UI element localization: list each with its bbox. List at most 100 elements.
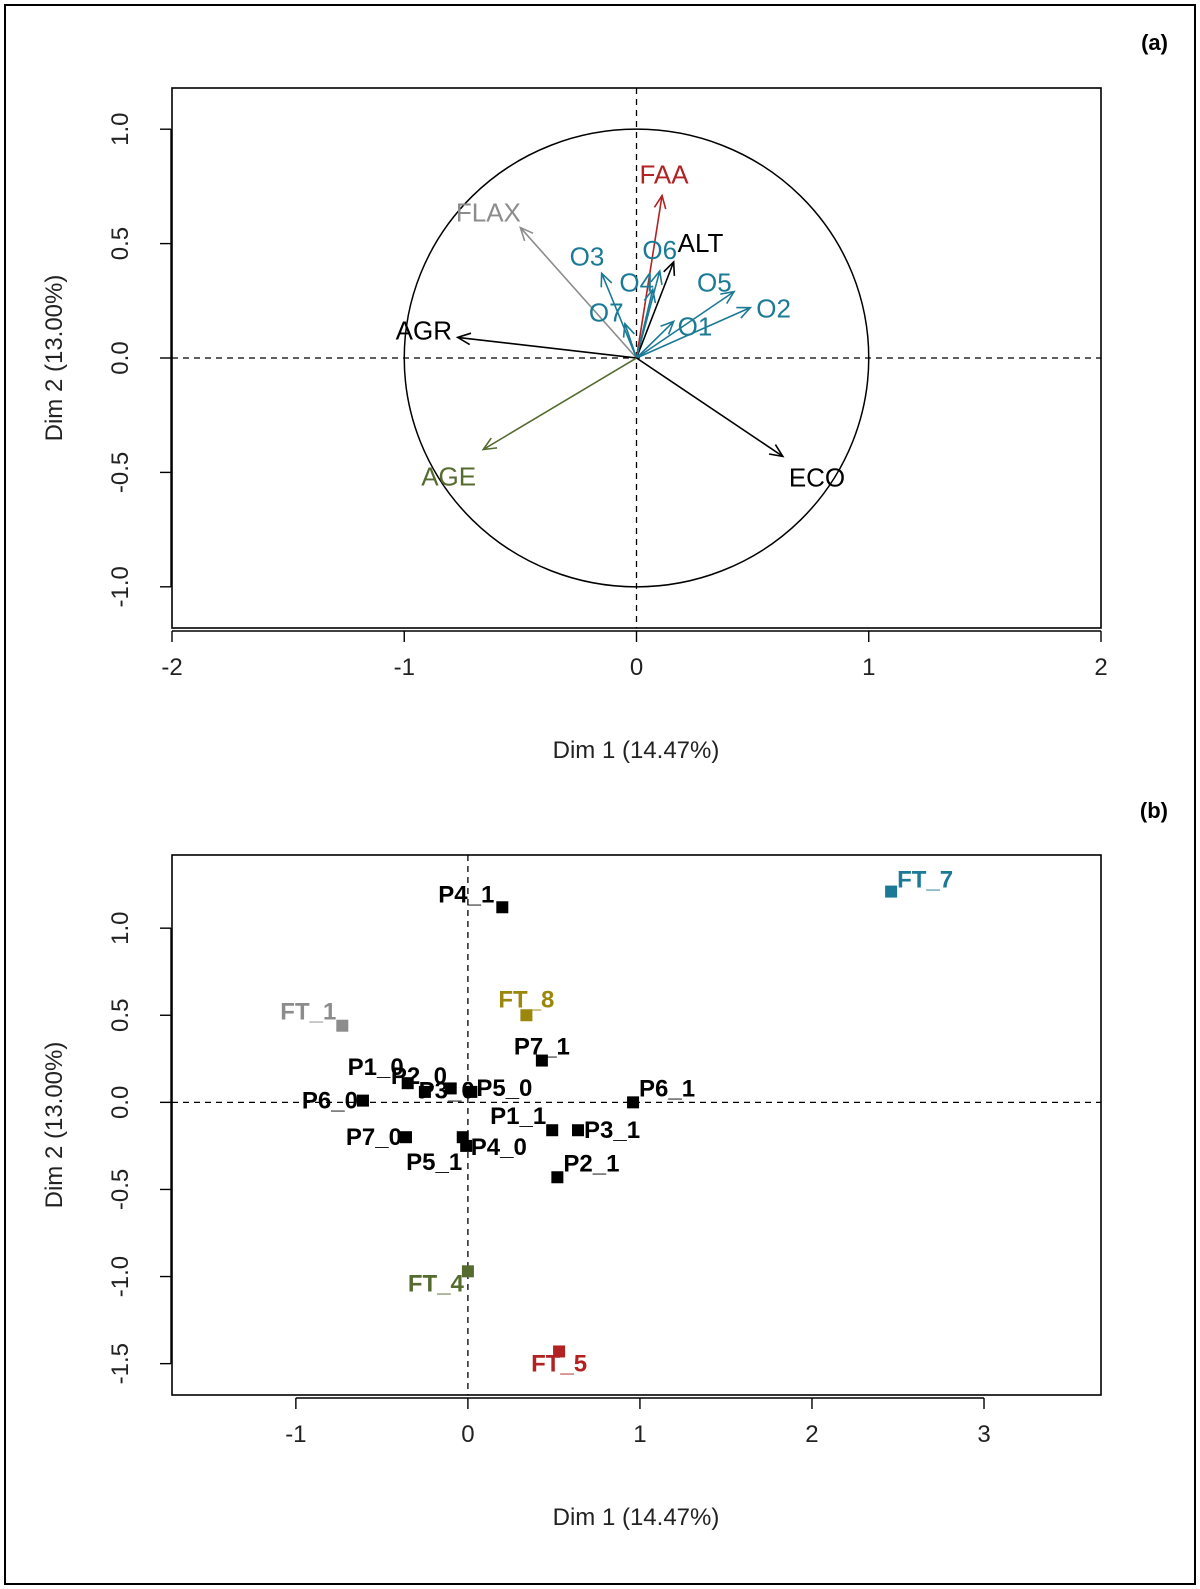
arrow-label-o7: O7 (589, 298, 624, 328)
point-ft-7 (885, 885, 898, 898)
arrow-o5 (636, 290, 736, 359)
panel-b-points (336, 885, 898, 1358)
arrow-agr (455, 332, 637, 359)
arrow-label-o6: O6 (642, 235, 677, 265)
point-p1-0 (401, 1077, 414, 1090)
panel-b-y-tick-label: -1.0 (107, 1256, 134, 1297)
panel-a-x-tick-label: -1 (394, 654, 415, 681)
point-label-p7-1: P7_1 (514, 1034, 570, 1061)
point-label-p3-1: P3_1 (584, 1117, 640, 1144)
arrow-flax-head (519, 226, 534, 242)
point-label-ft-7: FT_7 (897, 867, 953, 894)
arrow-o5-shaft (636, 290, 735, 359)
arrow-flax-shaft (519, 227, 638, 359)
arrow-label-o2: O2 (756, 294, 791, 324)
panel-a-arrows (455, 193, 785, 458)
panel-b-y-tick-label: 1.0 (107, 911, 134, 944)
point-p6-0 (356, 1094, 369, 1107)
panel-b-x-axis-title: Dim 1 (14.47%) (553, 1504, 720, 1531)
arrow-label-o4: O4 (619, 267, 654, 297)
arrow-faa (635, 193, 667, 359)
arrow-agr-shaft (457, 336, 637, 359)
arrow-label-agr: AGR (396, 315, 452, 345)
panel-a-x-tick-label: 1 (862, 654, 875, 681)
point-label-p4-1: P4_1 (438, 881, 494, 908)
panel-a-axes: -2 -1 0 1 2 -1.0 -0.5 0.0 0.5 1.0 (107, 112, 1108, 681)
panel-a-correlation-circle (403, 128, 870, 588)
arrow-age (481, 357, 637, 451)
point-label-ft-1: FT_1 (280, 999, 336, 1026)
point-label-p5-0: P5_0 (476, 1075, 532, 1102)
arrow-o5-head (720, 290, 736, 304)
arrow-faa-shaft (635, 195, 663, 359)
panel-a-variables-map: (a) -2 -1 0 1 2 -1.0 -0.5 0.0 0.5 1.0 FAA FLAX O3 O6… (41, 30, 1168, 764)
arrow-o7-shaft (624, 323, 638, 359)
arrow-o1 (635, 320, 676, 359)
panel-b-individuals-map: (b) -1 0 1 2 3 -1.5 -1.0 -0.5 0.0 0.5 1.0 FT_7 P4_1… (41, 798, 1168, 1531)
arrow-eco-head (768, 444, 785, 458)
panel-b-y-tick-label: 0.0 (107, 1086, 134, 1119)
panel-b-x-tick-label: 3 (977, 1421, 990, 1448)
arrow-eco-shaft (636, 357, 784, 458)
point-label-p5-1: P5_1 (406, 1149, 462, 1176)
panel-b-x-tick-label: 0 (461, 1421, 474, 1448)
figure-border (4, 4, 1196, 1585)
point-ft-8 (520, 1009, 533, 1022)
arrow-o2-shaft (636, 306, 751, 359)
panel-b-x-tick-label: -1 (285, 1421, 306, 1448)
point-label-p3-0: P3_0 (419, 1077, 475, 1104)
panel-a-y-axis-title: Dim 2 (13.00%) (41, 275, 68, 442)
panel-b-plot-frame (171, 854, 1102, 1396)
panel-b-y-tick-label: -1.5 (107, 1343, 134, 1384)
arrow-alt-shaft (635, 261, 675, 359)
point-label-ft-8: FT_8 (498, 986, 554, 1013)
arrow-o3 (600, 271, 638, 359)
point-label-ft-5: FT_5 (531, 1350, 587, 1377)
panel-a-y-tick-label: 0.5 (107, 227, 134, 260)
panel-a-x-tick-label: -2 (161, 654, 182, 681)
arrow-o3-shaft (600, 273, 638, 359)
point-label-p2-1: P2_1 (563, 1150, 619, 1177)
point-label-p2-0: P2_0 (391, 1063, 447, 1090)
point-ft-1 (336, 1019, 349, 1032)
panel-a-y-tick-label: 1.0 (107, 112, 134, 145)
point-label-p1-1: P1_1 (490, 1103, 546, 1130)
arrow-o6-head (650, 269, 663, 286)
point-label-p7-0: P7_0 (346, 1124, 402, 1151)
panel-a-y-tick-label: 0.0 (107, 341, 134, 374)
panel-b-y-axis-title: Dim 2 (13.00%) (41, 1042, 68, 1209)
point-p3-0 (444, 1082, 457, 1095)
arrow-o4-head (643, 287, 657, 304)
point-p5-0 (465, 1085, 478, 1098)
arrow-alt-head (663, 260, 676, 276)
arrow-alt (635, 260, 676, 359)
point-label-p4-0: P4_0 (471, 1134, 527, 1161)
arrow-o3-head (600, 271, 613, 288)
panel-b-axes: -1 0 1 2 3 -1.5 -1.0 -0.5 0.0 0.5 1.0 (107, 911, 991, 1448)
arrow-o2 (636, 306, 753, 359)
panel-a-x-tick-label: 2 (1094, 654, 1107, 681)
point-p7-1 (535, 1054, 548, 1067)
arrow-age-shaft (482, 357, 637, 451)
panel-a-arrow-labels: FAA FLAX O3 O6 ALT O4 O5 O2 O7 O1 AGR AGE ECO (396, 160, 845, 493)
panel-a-y-tick-label: -0.5 (107, 452, 134, 493)
arrow-age-head (481, 437, 498, 451)
arrow-o1-shaft (635, 320, 675, 359)
arrow-o2-head (736, 306, 753, 319)
arrow-label-o1: O1 (678, 311, 713, 341)
point-label-p6-1: P6_1 (639, 1075, 695, 1102)
arrow-faa-head (653, 193, 667, 210)
panel-a-label: (a) (1141, 30, 1168, 55)
arrow-label-o5: O5 (697, 268, 732, 298)
point-p4-1 (496, 901, 509, 914)
panel-b-x-tick-label: 2 (805, 1421, 818, 1448)
arrow-agr-head (455, 332, 472, 346)
arrow-flax (519, 226, 638, 359)
point-p2-0 (418, 1085, 431, 1098)
arrow-label-eco: ECO (789, 462, 845, 492)
arrow-o4-shaft (635, 289, 654, 359)
panel-b-point-labels: FT_7 P4_1 FT_1 FT_8 P7_1 P1_0P2_0 P5_0 P6_0 P3_0… (280, 867, 953, 1378)
panel-b-y-tick-label: -0.5 (107, 1169, 134, 1210)
arrow-o1-head (660, 320, 676, 335)
arrow-label-o3: O3 (570, 241, 605, 271)
